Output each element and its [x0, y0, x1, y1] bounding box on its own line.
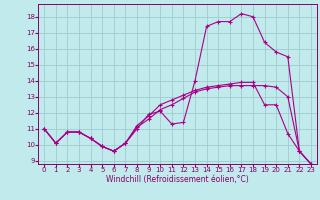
- X-axis label: Windchill (Refroidissement éolien,°C): Windchill (Refroidissement éolien,°C): [106, 175, 249, 184]
